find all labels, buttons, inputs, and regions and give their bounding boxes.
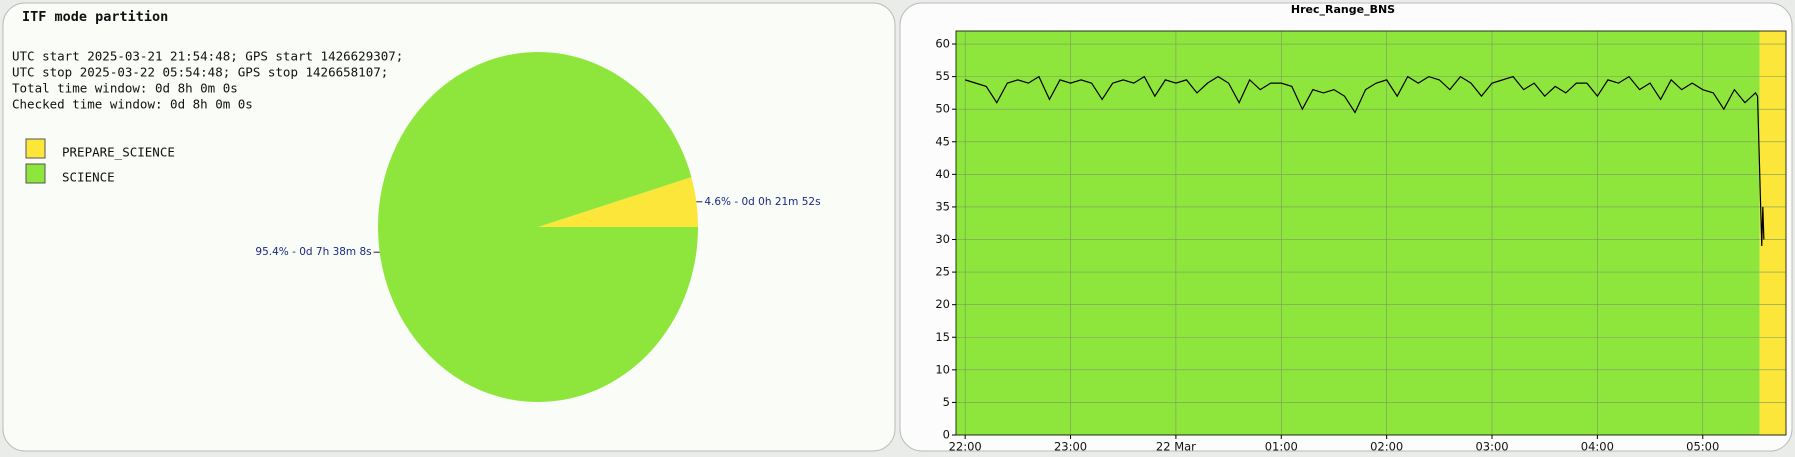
y-tick-label: 25 <box>935 265 950 279</box>
x-tick-label: 22 Mar <box>1156 440 1196 454</box>
y-tick-label: 55 <box>935 69 950 83</box>
y-tick-label: 20 <box>935 297 950 311</box>
plot-frame <box>955 30 1787 436</box>
series-line <box>964 75 1765 247</box>
pie-title: ITF mode partition <box>22 9 168 25</box>
y-tick-label: 0 <box>943 428 950 442</box>
legend-label: SCIENCE <box>62 170 115 185</box>
slice-label: 4.6% - 0d 0h 21m 52s <box>704 196 820 208</box>
x-tick-label: 04:00 <box>1581 440 1614 454</box>
y-tick-label: 40 <box>935 167 950 181</box>
y-tick-label: 10 <box>935 362 950 376</box>
y-tick-label: 35 <box>935 199 950 213</box>
x-tick-label: 23:00 <box>1054 440 1087 454</box>
y-tick-label: 45 <box>935 134 950 148</box>
pie-slice <box>538 177 698 227</box>
info-line: UTC stop 2025-03-22 05:54:48; GPS stop 1… <box>12 65 388 80</box>
y-tick-label: 30 <box>935 232 950 246</box>
legend-swatch <box>25 138 46 159</box>
legend-swatch <box>25 163 46 184</box>
info-line: Total time window: 0d 8h 0m 0s <box>12 81 238 96</box>
state-band <box>956 31 1760 435</box>
legend-label: PREPARE_SCIENCE <box>62 145 175 160</box>
x-tick-label: 01:00 <box>1265 440 1298 454</box>
y-tick-label: 5 <box>943 395 950 409</box>
x-tick-label: 03:00 <box>1475 440 1508 454</box>
y-tick-label: 15 <box>935 330 950 344</box>
line-title: Hrec_Range_BNS <box>1291 3 1395 16</box>
x-tick-label: 02:00 <box>1370 440 1403 454</box>
info-line: Checked time window: 0d 8h 0m 0s <box>12 97 253 112</box>
x-tick-label: 05:00 <box>1686 440 1719 454</box>
info-line: UTC start 2025-03-21 21:54:48; GPS start… <box>12 49 403 64</box>
y-tick-label: 50 <box>935 102 950 116</box>
x-tick-label: 22:00 <box>949 440 982 454</box>
slice-label: 95.4% - 0d 7h 38m 8s <box>255 246 371 258</box>
pie-slice <box>377 52 698 403</box>
y-tick-label: 60 <box>935 37 950 51</box>
